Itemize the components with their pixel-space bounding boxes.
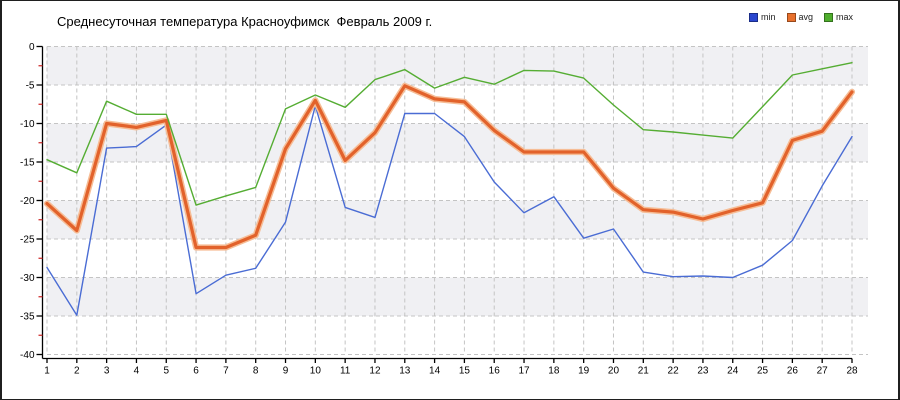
- y-tick-label: -5: [26, 81, 35, 92]
- plot-band: [47, 316, 868, 355]
- x-tick-label: 17: [518, 366, 530, 377]
- x-tick-label: 22: [668, 366, 680, 377]
- x-tick-label: 1: [44, 366, 50, 377]
- y-tick-label: -10: [20, 119, 35, 130]
- y-tick-label: -20: [20, 196, 35, 207]
- plot-band: [47, 46, 868, 85]
- x-tick-label: 20: [608, 366, 620, 377]
- series-min-line: [46, 105, 853, 316]
- x-tick-label: 24: [727, 366, 739, 377]
- y-tick-label: 0: [29, 42, 35, 53]
- y-tick-label: -15: [20, 158, 35, 169]
- legend-item-avg[interactable]: avg: [786, 12, 814, 22]
- x-tick-label: 7: [223, 366, 229, 377]
- plot-band: [47, 162, 868, 201]
- x-tick-label: 15: [459, 366, 471, 377]
- series-avg-line: [45, 84, 854, 250]
- legend-item-min[interactable]: min: [749, 13, 776, 22]
- y-tick-label: -40: [20, 350, 35, 361]
- x-tick-label: 16: [489, 366, 501, 377]
- plot-band: [47, 123, 868, 162]
- x-tick-label: 27: [817, 366, 829, 377]
- x-tick-label: 3: [104, 366, 110, 377]
- plot-band: [47, 277, 868, 316]
- x-tick-label: 6: [193, 366, 199, 377]
- x-tick-label: 14: [429, 366, 441, 377]
- series-max-line: [46, 62, 853, 206]
- x-tick-label: 13: [399, 366, 411, 377]
- legend-label-max: max: [836, 12, 854, 22]
- legend-item-max[interactable]: max: [824, 13, 853, 22]
- legend: min avg max: [749, 13, 853, 22]
- plot-band: [47, 239, 868, 278]
- x-tick-label: 5: [163, 366, 169, 377]
- y-tick-label: -30: [20, 273, 35, 284]
- x-tick-label: 12: [369, 366, 381, 377]
- x-tick-label: 28: [846, 366, 858, 377]
- max-color-swatch: [824, 13, 834, 22]
- legend-label-min: min: [761, 12, 776, 22]
- chart-title: Среднесуточная температура Красноуфимск …: [57, 14, 433, 29]
- legend-label-avg: avg: [798, 12, 814, 22]
- x-tick-label: 11: [340, 366, 351, 377]
- x-tick-label: 26: [787, 366, 799, 377]
- y-tick-label: -25: [20, 235, 35, 246]
- x-tick-label: 9: [283, 366, 289, 377]
- x-tick-label: 25: [757, 366, 769, 377]
- min-color-swatch: [749, 13, 758, 22]
- x-tick-label: 8: [253, 366, 259, 377]
- x-tick-label: 10: [310, 366, 322, 377]
- x-tick-label: 2: [74, 366, 80, 377]
- avg-color-swatch: [786, 13, 796, 22]
- x-tick-label: 4: [134, 366, 140, 377]
- x-tick-label: 19: [578, 366, 590, 377]
- y-tick-label: -35: [20, 312, 35, 323]
- x-tick-label: 18: [548, 366, 560, 377]
- x-tick-label: 21: [638, 366, 650, 377]
- x-tick-label: 23: [697, 366, 709, 377]
